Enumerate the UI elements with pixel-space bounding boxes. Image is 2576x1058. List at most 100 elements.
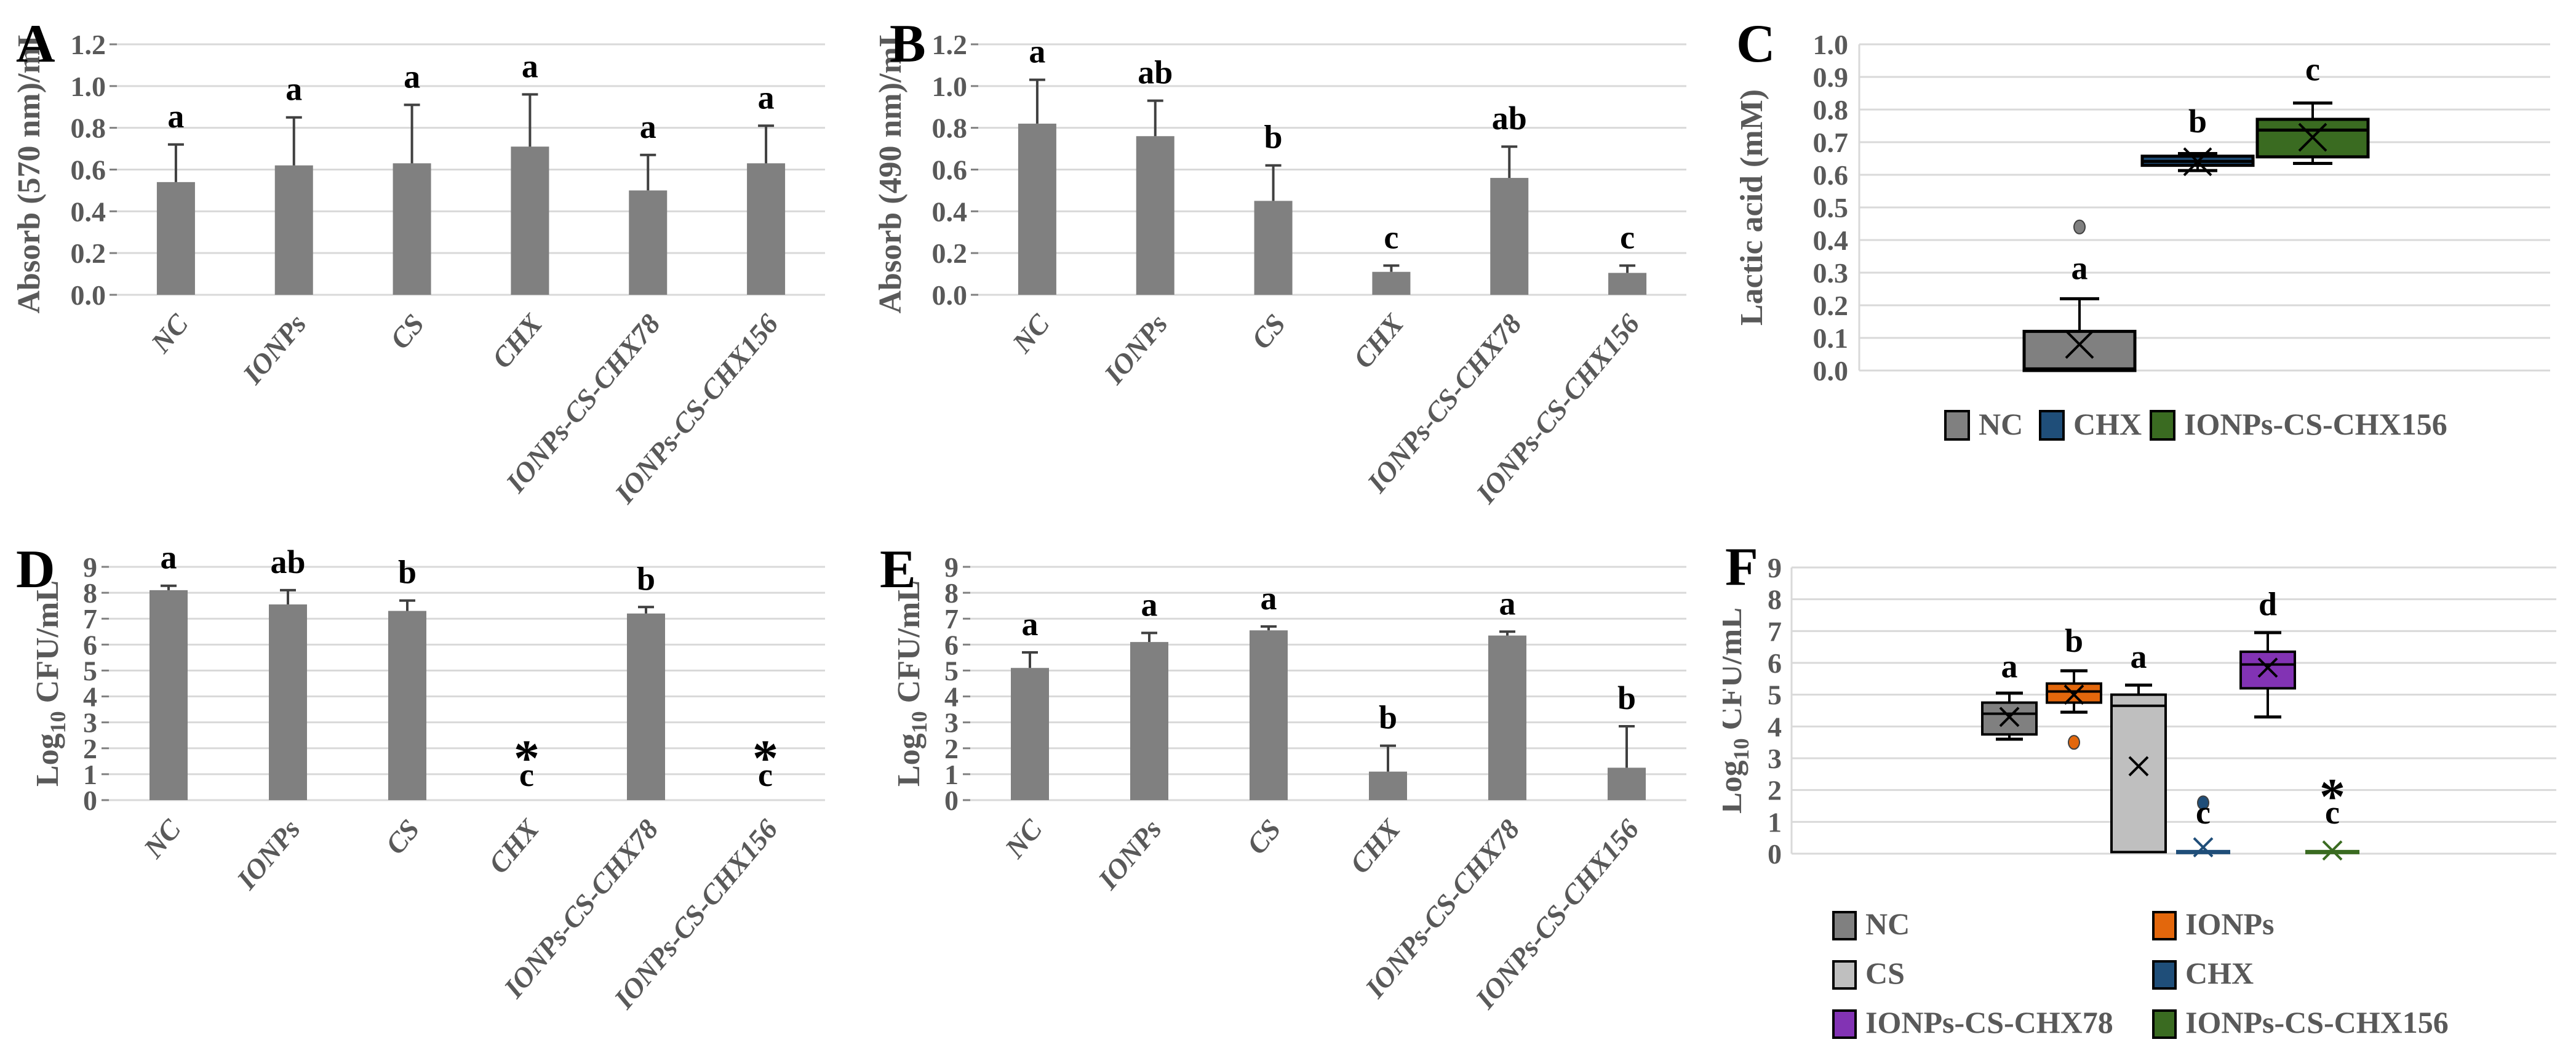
y-axis-title: Log10 CFU/mL bbox=[30, 580, 70, 787]
y-tick-label: 0.2 bbox=[1813, 290, 1849, 321]
bar bbox=[1254, 201, 1293, 295]
significance-letter: a bbox=[2001, 647, 2018, 684]
significance-letter: a bbox=[2072, 250, 2088, 287]
category-label: IONPs bbox=[230, 814, 306, 896]
panel-b-chart: 0.0 0.2 0.4 0.6 0.8 1.0 1.2 Absorb (490 nm)/mLB… bbox=[873, 14, 1686, 510]
y-tick-label: 6 bbox=[944, 629, 959, 660]
significance-letter: a bbox=[1029, 33, 1045, 70]
y-tick-label: 0.6 bbox=[1813, 159, 1849, 191]
y-tick-label: 9 bbox=[1768, 552, 1782, 583]
significance-letter: b bbox=[398, 554, 417, 591]
y-tick-label: 0.9 bbox=[1813, 62, 1849, 93]
y-axis-title: Lactic acid (mM) bbox=[1734, 89, 1769, 326]
category-label: IONPs bbox=[1091, 814, 1167, 896]
category-label: CHX bbox=[486, 308, 549, 374]
significance-letter: ab bbox=[270, 543, 305, 580]
y-tick-label: 4 bbox=[83, 681, 97, 713]
legend-swatch bbox=[1832, 1009, 1857, 1039]
category-label: CS bbox=[379, 814, 425, 860]
y-tick-label: 4 bbox=[1768, 711, 1782, 742]
y-tick-label: 0.4 bbox=[71, 196, 106, 227]
significance-letter: c bbox=[519, 756, 534, 793]
bar bbox=[1136, 136, 1174, 295]
legend-swatch bbox=[2152, 1009, 2177, 1039]
y-tick-label: 1.0 bbox=[71, 71, 106, 102]
y-tick-label: 7 bbox=[944, 603, 959, 635]
mean-x-icon bbox=[2183, 147, 2212, 177]
category-label: IONPs bbox=[236, 308, 312, 390]
y-tick-label: 3 bbox=[83, 707, 97, 739]
significance-letter: a bbox=[1499, 585, 1516, 622]
y-tick-label: 0.2 bbox=[932, 238, 968, 269]
y-tick-label: 0 bbox=[944, 785, 959, 816]
y-tick-label: 0.2 bbox=[71, 238, 106, 269]
y-tick-label: 0.6 bbox=[932, 154, 968, 186]
y-tick-label: 0.0 bbox=[71, 279, 106, 311]
y-tick-label: 0.3 bbox=[1813, 257, 1849, 289]
significance-letter: a bbox=[758, 79, 775, 116]
y-tick-label: 6 bbox=[1768, 647, 1782, 679]
y-tick-label: 0.8 bbox=[1813, 94, 1849, 126]
bar bbox=[269, 604, 307, 800]
y-tick-label: 0.4 bbox=[1813, 225, 1849, 256]
y-tick-label: 3 bbox=[944, 707, 959, 739]
category-label: CHX bbox=[482, 813, 545, 880]
category-label: NC bbox=[145, 308, 195, 359]
significance-letter: a bbox=[285, 71, 302, 108]
bar bbox=[1372, 271, 1411, 295]
y-tick-label: 5 bbox=[944, 655, 959, 686]
bar bbox=[156, 182, 195, 295]
y-tick-label: 8 bbox=[1768, 584, 1782, 615]
significance-letter: b bbox=[637, 560, 655, 597]
legend-label: IONPs-CS-CHX156 bbox=[2184, 407, 2447, 441]
y-axis-title: Log10 CFU/mL bbox=[891, 580, 931, 787]
legend-label: CHX bbox=[2185, 956, 2254, 990]
significance-letter: a bbox=[167, 98, 184, 135]
significance-letter: b bbox=[1379, 699, 1397, 736]
significance-letter: b bbox=[1264, 119, 1283, 156]
legend-swatch bbox=[1832, 960, 1857, 990]
bar bbox=[274, 165, 313, 295]
legend-swatch bbox=[2039, 410, 2065, 441]
y-tick-label: 1 bbox=[83, 759, 97, 790]
legend-label: NC bbox=[1865, 907, 1910, 941]
mean-x-icon bbox=[2322, 840, 2343, 861]
significance-letter: c bbox=[2196, 794, 2211, 831]
significance-letter: c bbox=[2325, 794, 2340, 831]
legend-swatch bbox=[2152, 960, 2177, 990]
y-tick-label: 0.5 bbox=[1813, 192, 1849, 223]
legend-label: CS bbox=[1865, 956, 1905, 990]
y-tick-label: 0.1 bbox=[1813, 323, 1849, 354]
y-tick-label: 1.2 bbox=[932, 29, 968, 60]
significance-letter: a bbox=[1022, 606, 1039, 643]
y-tick-label: 5 bbox=[1768, 679, 1782, 711]
bar bbox=[1011, 668, 1049, 800]
y-tick-label: 3 bbox=[1768, 743, 1782, 774]
significance-letter: a bbox=[1141, 586, 1158, 623]
y-tick-label: 7 bbox=[1768, 615, 1782, 647]
outlier-dot bbox=[2197, 795, 2209, 811]
bar bbox=[150, 590, 188, 800]
mean-x-icon bbox=[2257, 657, 2278, 678]
panel-c-chart: 0.00.10.20.30.40.50.60.70.80.91.0 Lactic … bbox=[1734, 14, 2550, 441]
category-label: CS bbox=[384, 308, 430, 355]
y-tick-label: 1.0 bbox=[1813, 29, 1849, 60]
y-tick-label: 0.7 bbox=[1813, 127, 1849, 158]
legend-swatch bbox=[1832, 911, 1857, 940]
y-tick-label: 0 bbox=[83, 785, 97, 816]
legend-label: CHX bbox=[2073, 407, 2142, 441]
bar bbox=[1608, 767, 1646, 800]
bar bbox=[629, 190, 668, 295]
y-tick-label: 1.0 bbox=[932, 71, 968, 102]
panel-a-chart: 0.0 0.2 0.4 0.6 0.8 1.0 1.2 Absorb (570 nm)/mLA… bbox=[12, 14, 825, 510]
significance-letter: a bbox=[404, 58, 420, 95]
bar bbox=[1250, 630, 1288, 800]
significance-letter: ab bbox=[1138, 54, 1173, 91]
significance-letter: a bbox=[522, 47, 538, 84]
significance-letter: b bbox=[1617, 679, 1636, 716]
legend-label: IONPs-CS-CHX156 bbox=[2185, 1005, 2449, 1040]
mean-x-icon bbox=[2298, 122, 2327, 152]
